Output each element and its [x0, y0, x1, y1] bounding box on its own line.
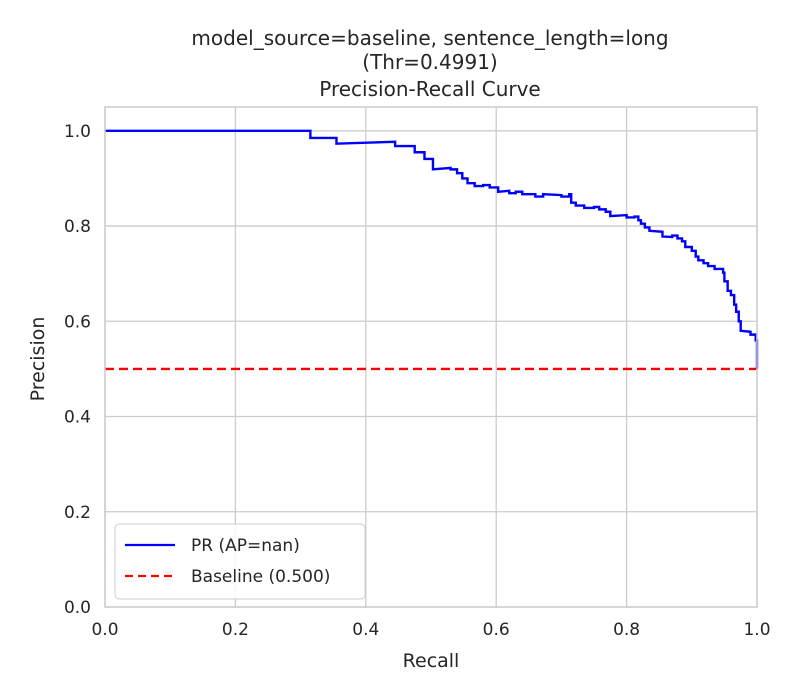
x-tick-label: 0.0: [91, 620, 118, 640]
series-layer: [105, 129, 759, 371]
legend-label-pr: PR (AP=nan): [191, 536, 300, 556]
y-tick-labels: 0.0 0.2 0.4 0.6 0.8 1.0: [64, 122, 91, 618]
plot-frame: [104, 106, 758, 608]
x-tick-labels: 0.0 0.2 0.4 0.6 0.8 1.0: [91, 620, 770, 640]
y-tick-label: 1.0: [64, 122, 91, 142]
y-tick-label: 0.6: [64, 312, 91, 332]
legend: PR (AP=nan) Baseline (0.500): [114, 523, 366, 600]
pr-curve-line: [105, 129, 759, 369]
y-tick-label: 0.0: [64, 598, 91, 618]
x-axis-label: Recall: [403, 650, 460, 672]
y-axis-label: Precision: [27, 317, 49, 402]
x-tick-label: 0.2: [222, 620, 249, 640]
x-tick-label: 0.8: [613, 620, 640, 640]
chart-title-line-1: model_source=baseline, sentence_length=l…: [191, 26, 668, 50]
x-tick-label: 1.0: [743, 620, 770, 640]
chart-title-line-3: Precision-Recall Curve: [319, 77, 540, 101]
legend-box: [114, 523, 366, 600]
y-tick-label: 0.8: [64, 217, 91, 237]
y-tick-label: 0.2: [64, 503, 91, 523]
x-tick-label: 0.4: [352, 620, 379, 640]
chart-title-line-2: (Thr=0.4991): [362, 50, 497, 74]
legend-label-baseline: Baseline (0.500): [191, 567, 330, 587]
y-tick-label: 0.4: [64, 408, 91, 428]
chart-title-group: model_source=baseline, sentence_length=l…: [191, 26, 668, 101]
x-tick-label: 0.6: [483, 620, 510, 640]
